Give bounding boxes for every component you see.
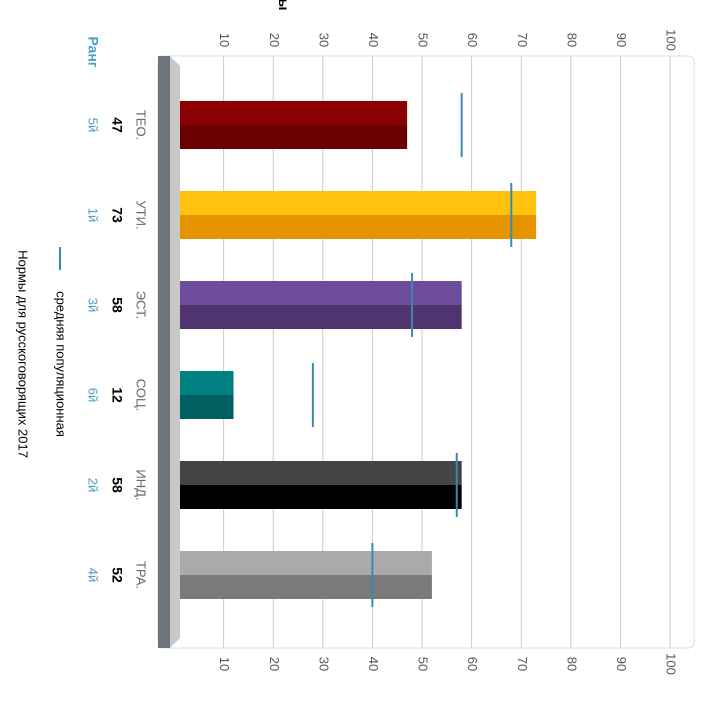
tick-labels-bottom: 10 20 30 40 50 60 70 80 90 100: [217, 653, 678, 675]
bar-shade: [174, 575, 432, 599]
grid-lines: [223, 56, 671, 648]
rank-label: 5й: [86, 118, 101, 133]
tick-label: 80: [564, 657, 579, 671]
bar: [174, 101, 408, 125]
bar-shade: [174, 125, 408, 149]
rank-label: 6й: [86, 388, 101, 403]
category-label: ИНД.: [134, 469, 149, 500]
tick-label: 90: [614, 33, 629, 47]
chart-caption: Нормы для русскоговорящих 2017: [16, 250, 31, 458]
score-label: 58: [109, 297, 125, 313]
tick-label: 50: [416, 33, 431, 47]
tick-label: 10: [217, 33, 232, 47]
category-label: ТРА.: [134, 561, 149, 589]
axis-band-bar: [158, 56, 170, 648]
rank-label: 4й: [86, 568, 101, 583]
tick-label: 90: [614, 657, 629, 671]
tick-label: 30: [316, 657, 331, 671]
axis-band-shadow: [170, 56, 180, 648]
tick-label: 20: [267, 657, 282, 671]
rank-label: 3й: [86, 298, 101, 313]
bar: [174, 191, 537, 215]
score-label: 52: [109, 567, 125, 583]
category-label: ЭСТ.: [134, 291, 149, 319]
bar-shade: [174, 215, 537, 239]
tick-label: 60: [465, 657, 480, 671]
tick-label: 40: [366, 657, 381, 671]
category-label: УТИ.: [134, 200, 149, 229]
bar: [174, 551, 432, 575]
category-label: СОЦ.: [134, 379, 149, 411]
bar: [174, 281, 462, 305]
tick-label: 50: [416, 657, 431, 671]
bar: [174, 461, 462, 485]
ranks-row-label: Ранг: [85, 36, 101, 67]
tick-labels-top: 10 20 30 40 50 60 70 80 90 100: [217, 29, 678, 51]
score-label: 12: [109, 387, 125, 403]
score-label: 47: [109, 117, 125, 133]
scores-row-label: Баллы: [276, 0, 292, 11]
legend-average-label: средняя популяционная: [54, 291, 69, 437]
bars: [174, 101, 537, 599]
rank-label: 2й: [86, 478, 101, 493]
category-labels: ТЕО. 47 5й УТИ. 73 1й ЭСТ. 58 3й СОЦ. 12 6й ИНД. 58 2й…: [86, 110, 149, 589]
bar-shade: [174, 485, 462, 509]
axis-band: [158, 56, 180, 648]
legend: средняя популяционная: [54, 247, 69, 437]
tick-label: 20: [267, 33, 282, 47]
tick-label: 100: [664, 653, 679, 675]
tick-label: 70: [515, 33, 530, 47]
score-label: 58: [109, 477, 125, 493]
bar: [174, 371, 234, 395]
average-lines: [311, 93, 513, 607]
tick-label: 30: [316, 33, 331, 47]
tick-label: 80: [564, 33, 579, 47]
tick-label: 100: [664, 29, 679, 51]
tick-label: 10: [217, 657, 232, 671]
tick-label: 40: [366, 33, 381, 47]
tick-label: 70: [515, 657, 530, 671]
category-label: ТЕО.: [134, 110, 149, 140]
score-label: 73: [109, 207, 125, 223]
tick-label: 60: [465, 33, 480, 47]
bar-shade: [174, 395, 234, 419]
rank-label: 1й: [86, 208, 101, 223]
bar-shade: [174, 305, 462, 329]
